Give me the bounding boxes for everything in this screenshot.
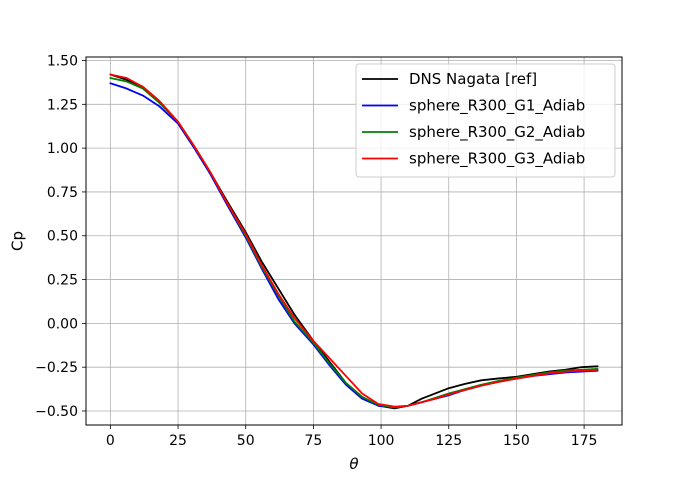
y-tick-label: 1.00 [47,141,78,157]
y-tick-label: 0.00 [47,316,78,332]
y-tick-label: −0.25 [35,360,78,376]
y-axis-label: Cp [9,231,27,251]
legend-label-2: sphere_R300_G1_Adiab [409,97,585,116]
x-tick-label: 75 [304,433,322,449]
y-tick-label: 0.25 [47,273,78,289]
y-tick-label: 1.25 [47,97,78,113]
y-tick-label: 1.50 [47,54,78,70]
x-tick-label: 175 [571,433,598,449]
y-tick-label: 0.50 [47,229,78,245]
x-tick-label: 25 [169,433,187,449]
x-tick-label: 150 [503,433,530,449]
legend-box [355,63,616,178]
x-tick-label: 0 [106,433,115,449]
axis-ticks: 0 25 50 75 100 125 150 175 −0.50 −0.25 0.00 0.25 0.5… [35,54,597,449]
x-tick-label: 100 [368,433,395,449]
x-axis-label: θ [349,455,358,473]
legend-label-3: sphere_R300_G2_Adiab [409,123,585,142]
x-tick-label: 125 [435,433,462,449]
series-line-4 [109,73,599,408]
plot-series [109,73,599,410]
legend: DNS Nagata [ref] sphere_R300_G1_Adiabsphe… [355,63,616,178]
x-tick-label: 50 [237,433,255,449]
legend-label-4: sphere_R300_G3_Adiab [409,150,585,169]
legend-label-1: DNS Nagata [ref] [409,70,537,88]
y-tick-label: −0.50 [35,404,78,420]
axes-frame [85,56,623,426]
y-tick-label: 0.75 [47,185,78,201]
